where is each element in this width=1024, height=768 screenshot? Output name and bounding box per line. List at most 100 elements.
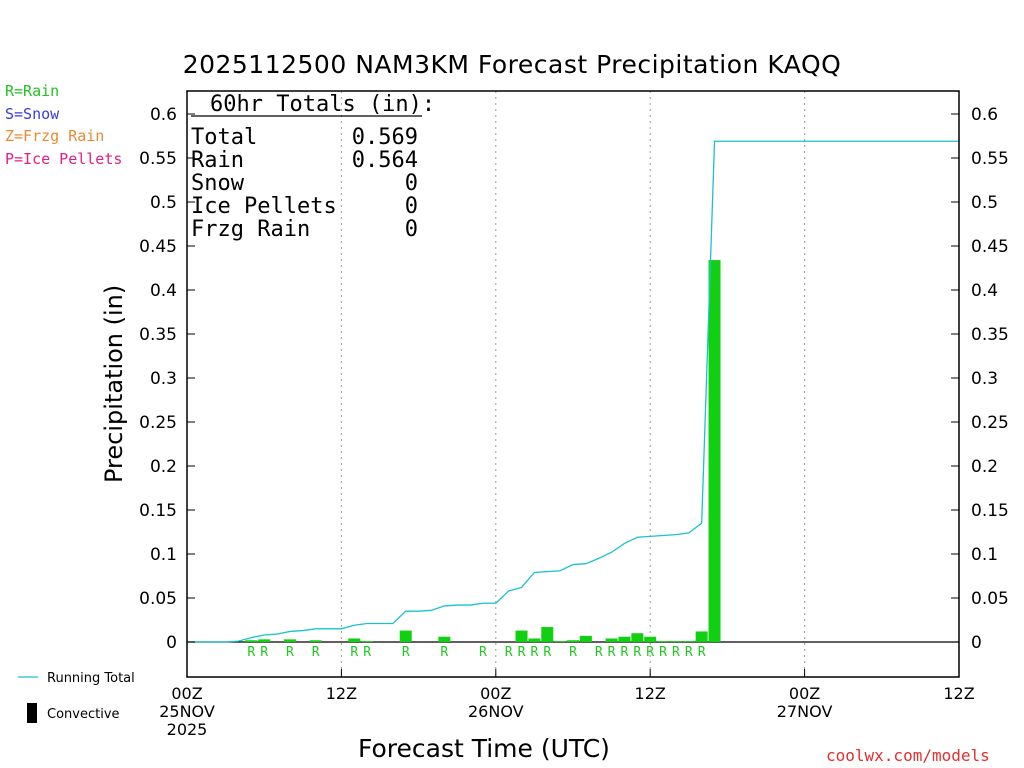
x-tick-label: 00Z (480, 684, 511, 703)
y-tick-label: 0.4 (150, 281, 177, 301)
precip-bar (528, 638, 541, 642)
precip-bar (515, 630, 528, 642)
x-tick-label: 00Z (171, 684, 202, 703)
precip-bar (618, 636, 631, 642)
y-tick-label: 0.05 (139, 589, 177, 609)
rain-marker: R (363, 645, 371, 660)
rain-marker: R (479, 645, 487, 660)
precip-bar (567, 640, 579, 642)
axes (18, 90, 960, 723)
totals-row-value: 0.569 (351, 125, 418, 150)
x-tick-label: 00Z (789, 684, 820, 703)
totals-row-name: Snow (191, 171, 244, 196)
y-tick-label-right: 0.6 (971, 105, 998, 125)
precip-bar (631, 633, 644, 642)
totals-row-value: 0 (404, 217, 418, 242)
bar-series (245, 260, 721, 642)
precip-bar (541, 627, 554, 642)
x-tick-label: 12Z (943, 684, 974, 703)
totals-row-value: 0 (404, 194, 418, 219)
rain-marker: R (659, 645, 667, 660)
rain-marker: R (698, 645, 706, 660)
legend-snow: S=Snow (5, 105, 60, 123)
running-total-legend-label: Running Total (47, 671, 135, 686)
convective-swatch (27, 703, 37, 723)
rain-marker: R (530, 645, 538, 660)
rain-marker: R (672, 645, 680, 660)
plot-frame (186, 90, 960, 678)
rain-marker: R (633, 645, 641, 660)
x-tick-label: 25NOV (159, 702, 215, 721)
precip-bar (695, 631, 708, 642)
y-tick-label-right: 0.2 (971, 457, 998, 477)
precip-bar (669, 641, 682, 642)
rain-marker: R (247, 645, 255, 660)
y-tick-label: 0.45 (139, 237, 177, 257)
rain-marker: R (621, 645, 629, 660)
rain-marker: R (286, 645, 294, 660)
precip-bar (579, 635, 592, 642)
x-tick-label: 2025 (167, 720, 208, 739)
legend-freezing-rain: Z=Frzg Rain (5, 127, 105, 145)
y-tick-label-right: 0 (971, 633, 982, 653)
y-tick-label: 0.3 (150, 369, 177, 389)
legend-ice-pellets: P=Ice Pellets (5, 150, 123, 168)
y-tick-label-right: 0.15 (971, 501, 1009, 521)
rain-marker: R (350, 645, 358, 660)
precip-bar (399, 630, 412, 642)
totals-row-name: Total (191, 125, 258, 150)
y-tick-label-right: 0.55 (971, 149, 1009, 169)
running-total-line (187, 140, 959, 643)
rain-marker: R (440, 645, 448, 660)
precip-bar (682, 641, 695, 642)
y-tick-label: 0 (166, 633, 177, 653)
convective-legend-label: Convective (47, 707, 120, 722)
precip-bar (644, 636, 657, 642)
y-tick-label: 0.6 (150, 105, 177, 125)
rain-marker: R (402, 645, 410, 660)
x-tick-label: 12Z (635, 684, 666, 703)
precip-bar (283, 639, 296, 642)
x-tick-label: 26NOV (468, 702, 524, 721)
rain-marker: R (569, 645, 577, 660)
precip-bar (348, 638, 361, 642)
y-tick-label: 0.25 (139, 413, 177, 433)
rain-marker: R (312, 645, 320, 660)
precip-bar (657, 641, 670, 642)
precip-bar (438, 636, 451, 642)
rain-marker: R (518, 645, 526, 660)
y-tick-label: 0.2 (150, 457, 177, 477)
source-site: coolwx.com/models (826, 746, 990, 765)
totals-row-name: Rain (191, 148, 244, 173)
precip-bar (361, 641, 374, 642)
chart-title: 2025112500 NAM3KM Forecast Precipitation… (182, 50, 842, 79)
y-axis-label: Precipitation (in) (100, 284, 128, 483)
rain-marker: R (685, 645, 693, 660)
totals-row-value: 0.564 (351, 148, 418, 173)
totals-row-name: Ice Pellets (191, 194, 337, 219)
y-tick-label-right: 0.35 (971, 325, 1009, 345)
y-tick-label-right: 0.45 (971, 237, 1009, 257)
totals-row-value: 0 (404, 171, 418, 196)
legend-rain: R=Rain (5, 82, 60, 100)
y-tick-label: 0.55 (139, 149, 177, 169)
running-total-series (187, 140, 959, 643)
precip-bar (245, 640, 258, 642)
rain-marker: R (543, 645, 551, 660)
precip-bar (708, 260, 721, 642)
x-tick-label: 12Z (326, 684, 357, 703)
y-tick-label: 0.35 (139, 325, 177, 345)
totals-row-name: Frzg Rain (191, 217, 311, 242)
y-tick-label: 0.1 (150, 545, 177, 565)
tick-labels: 0 00.05 0.050.1 0.10.15 0.150.2 0.20.25 0.250.… (139, 105, 1009, 739)
rain-marker: R (608, 645, 616, 660)
precip-bar (605, 638, 618, 642)
x-tick-label: 27NOV (777, 702, 833, 721)
totals-heading: 60hr Totals (in): (210, 92, 436, 117)
y-tick-label-right: 0.4 (971, 281, 998, 301)
rain-marker: R (595, 645, 603, 660)
y-tick-label-right: 0.1 (971, 545, 998, 565)
rain-marker: R (260, 645, 268, 660)
